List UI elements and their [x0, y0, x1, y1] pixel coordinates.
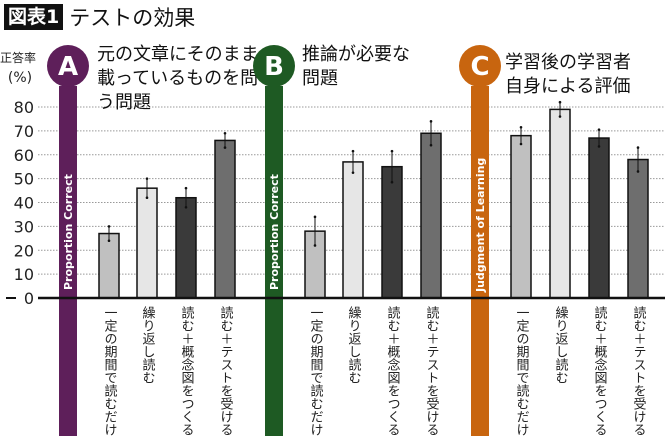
bar	[549, 108, 571, 299]
bar	[98, 232, 120, 299]
error-cap	[390, 149, 394, 153]
error-cap	[429, 143, 433, 147]
error-cap	[145, 196, 149, 200]
bar	[510, 134, 532, 299]
error-cap	[390, 180, 394, 184]
x-tick-label: 一定の期間で読むだけ	[102, 306, 118, 436]
panel-title: 学習後の学習者	[505, 52, 631, 73]
error-cap	[223, 131, 227, 135]
error-cap	[313, 244, 317, 247]
panel-band-A	[59, 86, 77, 436]
x-tick-label: 繰り返し読む	[140, 306, 156, 384]
x-tick-label: 繰り返し読む	[346, 306, 362, 384]
figure-header: 図表1 テストの効果	[4, 4, 195, 30]
panel-title: 元の文章にそのまま	[97, 44, 259, 65]
y-tick-label: 30	[14, 217, 34, 236]
panel-title: 自身による評価	[505, 76, 630, 97]
error-cap	[597, 145, 601, 148]
x-tick-label: 一定の期間で読むだけ	[514, 306, 530, 436]
bar	[588, 137, 610, 299]
x-tick-label: 読む＋概念図をつくる	[385, 305, 401, 436]
bar	[136, 187, 158, 299]
bar	[175, 196, 197, 299]
error-cap	[107, 225, 111, 228]
x-tick-label: 読む＋テストを受ける	[631, 305, 647, 436]
panel-band-label: Proportion Correct	[268, 174, 281, 290]
x-tick-label: 一定の期間で読むだけ	[308, 306, 324, 436]
figure-badge: 図表1	[4, 4, 64, 30]
panel-band-C	[471, 86, 489, 436]
panel-title: 推論が必要な	[302, 44, 410, 65]
error-cap	[313, 215, 317, 219]
y-tick-label: 40	[14, 194, 34, 213]
panel-badge-A	[47, 45, 89, 87]
error-cap	[351, 149, 355, 153]
panel-title: 載っているものを問	[97, 68, 258, 89]
error-cap	[184, 186, 188, 190]
error-cap	[519, 142, 523, 146]
x-tick-label: 繰り返し読む	[553, 306, 569, 384]
error-cap	[636, 146, 640, 149]
error-cap	[429, 120, 433, 123]
bar	[342, 161, 364, 299]
bar	[214, 139, 236, 299]
error-cap	[145, 177, 149, 180]
x-tick-label: 読む＋テストを受ける	[218, 305, 234, 436]
bar	[627, 158, 649, 299]
error-cap	[519, 125, 523, 129]
y-axis-label: 正答率	[0, 50, 36, 65]
error-cap	[597, 128, 601, 131]
y-tick-label: 80	[14, 98, 34, 117]
panel-badge-C	[459, 45, 501, 87]
bar	[381, 165, 403, 299]
y-tick-label: 50	[14, 170, 34, 189]
figure-title: テストの効果	[69, 6, 196, 30]
error-cap	[558, 115, 562, 118]
x-tick-label: 読む＋概念図をつくる	[179, 305, 195, 436]
panel-band-label: Judgment of Learning	[474, 158, 487, 293]
error-cap	[558, 100, 562, 104]
error-cap	[636, 170, 640, 173]
panel-title: う問題	[97, 92, 151, 113]
panel-title: 問題	[302, 68, 338, 89]
y-tick-label: 60	[14, 146, 34, 165]
error-cap	[223, 146, 227, 149]
error-cap	[107, 239, 111, 242]
panel-letter: C	[470, 52, 489, 82]
y-axis-label: (%)	[8, 70, 32, 86]
bar	[420, 132, 442, 299]
panel-badge-B	[253, 45, 295, 87]
x-tick-label: 読む＋概念図をつくる	[592, 305, 608, 436]
y-tick-label: 70	[14, 122, 34, 141]
y-tick-label: 20	[14, 241, 34, 260]
error-cap	[351, 171, 355, 174]
panel-band-B	[265, 86, 283, 436]
panel-letter: B	[264, 52, 284, 82]
y-tick-label: 10	[14, 265, 34, 284]
error-cap	[184, 205, 188, 209]
x-tick-label: 読む＋テストを受ける	[424, 305, 440, 436]
y-tick-label: 0	[24, 289, 34, 308]
panel-letter: A	[58, 52, 78, 82]
panel-band-label: Proportion Correct	[62, 174, 75, 290]
